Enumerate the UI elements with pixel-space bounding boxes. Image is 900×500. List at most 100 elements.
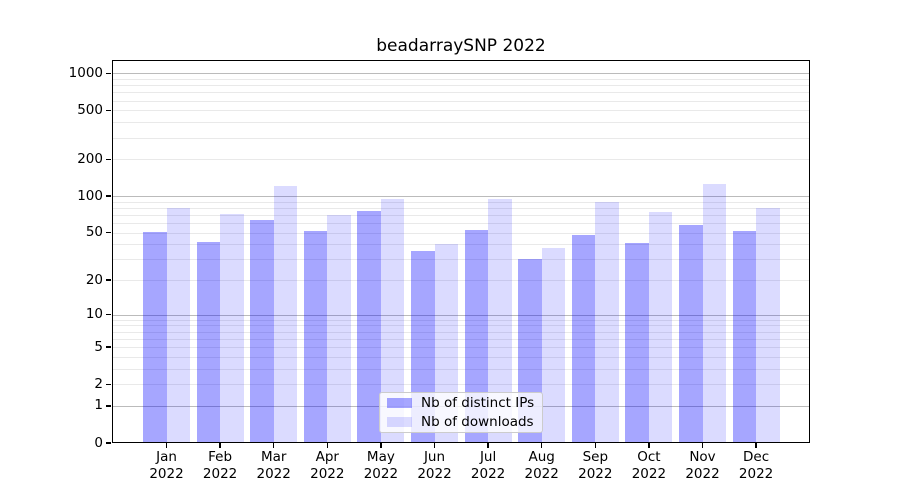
gridline-minor-3 <box>112 368 810 370</box>
gridline-minor-600 <box>112 100 810 102</box>
ytick-mark-500 <box>106 109 111 111</box>
ytick-label-200: 200 <box>77 150 103 167</box>
gridline-minor-40 <box>112 244 810 246</box>
legend-item-distinct-ips: Nb of distinct IPs <box>380 395 542 411</box>
bar-nb-of-downloads-nov-2022 <box>702 184 726 443</box>
gridline-minor-30 <box>112 259 810 261</box>
xtick-mark-apr-2022 <box>326 443 328 448</box>
xtick-year: 2022 <box>631 465 667 482</box>
bar-nb-of-downloads-aug-2022 <box>541 248 566 443</box>
ytick-mark-1 <box>106 405 111 407</box>
xtick-label-apr-2022: Apr 2022 <box>285 449 369 483</box>
ytick-mark-5 <box>106 346 111 348</box>
xtick-mark-jul-2022 <box>487 443 489 448</box>
bar-nb-of-distinct-ips-may-2022 <box>357 210 381 443</box>
gridline-minor-70 <box>112 214 810 216</box>
gridline-minor-5 <box>112 347 810 349</box>
ytick-label-100: 100 <box>77 187 103 204</box>
xtick-year: 2022 <box>149 465 184 482</box>
xtick-year: 2022 <box>578 465 613 482</box>
xtick-month: Nov <box>689 449 716 465</box>
legend-item-downloads: Nb of downloads <box>380 414 542 430</box>
bar-nb-of-distinct-ips-apr-2022 <box>303 230 328 443</box>
gridline-major-1000 <box>112 73 810 75</box>
xtick-label-oct-2022: Oct 2022 <box>607 449 691 483</box>
xtick-month: Jun <box>423 449 446 465</box>
xtick-mark-aug-2022 <box>541 443 543 448</box>
bar-nb-of-distinct-ips-jul-2022 <box>464 229 489 443</box>
xtick-month: Mar <box>260 449 287 465</box>
ytick-label-500: 500 <box>77 101 103 118</box>
ytick-mark-1000 <box>106 72 111 74</box>
xtick-label-dec-2022: Dec 2022 <box>714 449 798 483</box>
ytick-label-2: 2 <box>94 375 103 392</box>
bar-nb-of-distinct-ips-dec-2022 <box>732 230 757 443</box>
xtick-mark-jan-2022 <box>165 443 168 448</box>
ytick-mark-100 <box>106 195 111 197</box>
xtick-label-mar-2022: Mar 2022 <box>232 449 316 483</box>
gridline-minor-700 <box>112 92 810 94</box>
gridline-minor-7 <box>112 331 810 333</box>
ytick-label-0: 0 <box>94 434 103 451</box>
gridline-minor-8 <box>112 325 810 327</box>
bar-nb-of-downloads-jul-2022 <box>488 199 512 443</box>
bar-nb-of-downloads-jan-2022 <box>166 207 190 443</box>
xtick-label-nov-2022: Nov 2022 <box>661 449 745 483</box>
ytick-mark-200 <box>106 158 111 160</box>
xtick-label-feb-2022: Feb 2022 <box>178 449 262 483</box>
ytick-mark-2 <box>106 383 111 385</box>
xtick-month: Sep <box>582 449 609 465</box>
ytick-label-1: 1 <box>94 397 103 414</box>
xtick-label-may-2022: May 2022 <box>339 449 423 483</box>
xtick-label-sep-2022: Sep 2022 <box>553 449 637 483</box>
legend-swatch-distinct-ips <box>387 397 412 409</box>
xtick-month: Oct <box>637 449 661 465</box>
legend: Nb of distinct IPs Nb of downloads <box>379 392 543 433</box>
gridline-minor-500 <box>112 110 810 112</box>
bar-nb-of-downloads-feb-2022 <box>220 214 244 443</box>
bar-nb-of-downloads-apr-2022 <box>327 214 351 443</box>
bar-nb-of-distinct-ips-oct-2022 <box>625 243 649 443</box>
ytick-mark-50 <box>106 231 111 234</box>
gridline-major-10 <box>112 314 810 316</box>
gridline-major-100 <box>112 196 810 198</box>
xtick-month: Aug <box>528 449 555 465</box>
ytick-label-5: 5 <box>94 338 103 355</box>
xtick-month: Jul <box>479 449 497 465</box>
gridline-minor-300 <box>112 137 810 139</box>
xtick-month: Dec <box>743 449 770 465</box>
gridline-minor-400 <box>112 122 810 124</box>
xtick-label-jan-2022: Jan 2022 <box>125 449 209 483</box>
gridline-minor-6 <box>112 338 810 340</box>
ytick-label-20: 20 <box>85 271 103 288</box>
ytick-mark-0 <box>106 442 111 444</box>
xtick-year: 2022 <box>417 465 452 482</box>
xtick-year: 2022 <box>738 465 774 482</box>
xtick-year: 2022 <box>685 465 720 482</box>
gridline-minor-900 <box>112 78 810 80</box>
ytick-mark-10 <box>106 314 111 316</box>
xtick-month: May <box>366 449 395 465</box>
gridline-minor-9 <box>112 319 810 321</box>
gridline-minor-200 <box>112 159 810 161</box>
bar-nb-of-distinct-ips-nov-2022 <box>679 224 703 443</box>
bar-nb-of-distinct-ips-jan-2022 <box>143 231 167 443</box>
bar-nb-of-downloads-may-2022 <box>380 198 405 443</box>
xtick-year: 2022 <box>202 465 238 482</box>
bar-nb-of-downloads-mar-2022 <box>273 186 298 443</box>
bar-nb-of-downloads-sep-2022 <box>595 201 619 443</box>
xtick-mark-oct-2022 <box>648 443 650 448</box>
bar-nb-of-distinct-ips-feb-2022 <box>196 241 221 443</box>
gridline-minor-20 <box>112 280 810 282</box>
plot-area: Nb of distinct IPs Nb of downloads <box>112 60 810 443</box>
xtick-label-aug-2022: Aug 2022 <box>500 449 584 483</box>
bar-nb-of-distinct-ips-mar-2022 <box>250 220 274 443</box>
xtick-year: 2022 <box>256 465 291 482</box>
gridline-minor-60 <box>112 223 810 225</box>
xtick-month: Apr <box>315 449 339 465</box>
legend-label-downloads: Nb of downloads <box>421 414 534 430</box>
gridline-minor-80 <box>112 207 810 209</box>
bar-nb-of-distinct-ips-sep-2022 <box>571 234 596 443</box>
xtick-label-jul-2022: Jul 2022 <box>446 449 530 483</box>
